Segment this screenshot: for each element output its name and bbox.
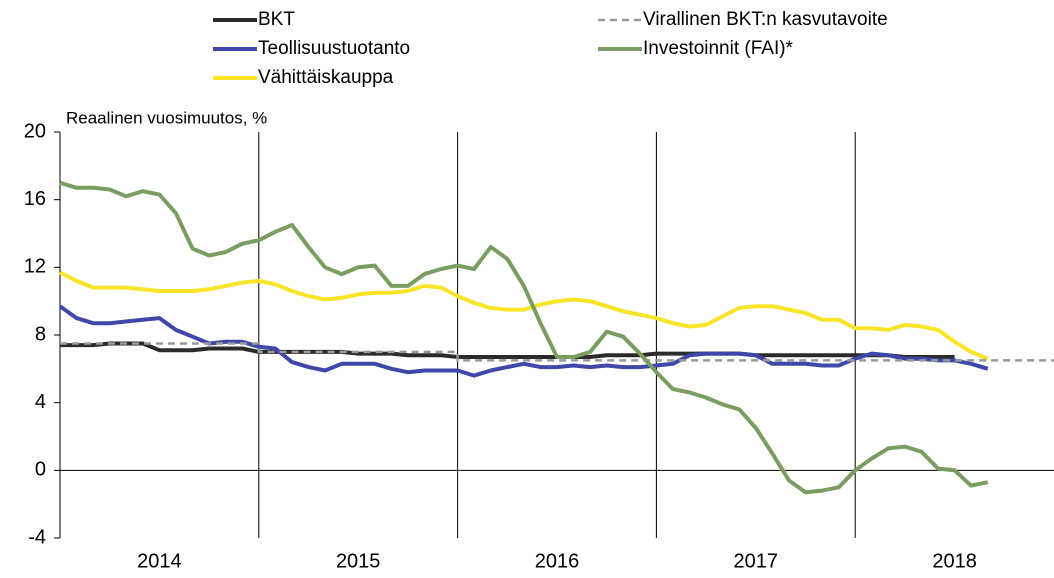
y-tick-label: 4 — [35, 391, 46, 413]
legend-label: Vähittäiskauppa — [258, 67, 394, 88]
y-tick-label: 20 — [24, 120, 46, 142]
y-tick-label: 8 — [35, 323, 46, 345]
legend-label: Virallinen BKT:n kasvutavoite — [643, 9, 888, 30]
legend-label: Teollisuustuotanto — [258, 38, 410, 59]
legend-label: BKT — [258, 9, 295, 30]
y-tick-label: -4 — [28, 526, 46, 548]
series-line — [59, 180, 989, 495]
x-tick-label: 2018 — [932, 550, 977, 572]
legend-label: Investoinnit (FAI)* — [643, 38, 794, 59]
x-tick-label: 2014 — [137, 550, 182, 572]
y-tick-label: 0 — [35, 459, 46, 481]
x-tick-label: 2016 — [535, 550, 580, 572]
series-line — [58, 304, 989, 378]
series-line — [59, 270, 989, 361]
series-line — [60, 341, 955, 359]
y-tick-label: 12 — [24, 256, 46, 278]
y-tick-label: 16 — [24, 188, 46, 210]
x-tick-label: 2015 — [336, 550, 381, 572]
y-axis-label: Reaalinen vuosimuutos, % — [66, 108, 267, 127]
x-tick-label: 2017 — [734, 550, 779, 572]
series-line — [60, 342, 1054, 362]
